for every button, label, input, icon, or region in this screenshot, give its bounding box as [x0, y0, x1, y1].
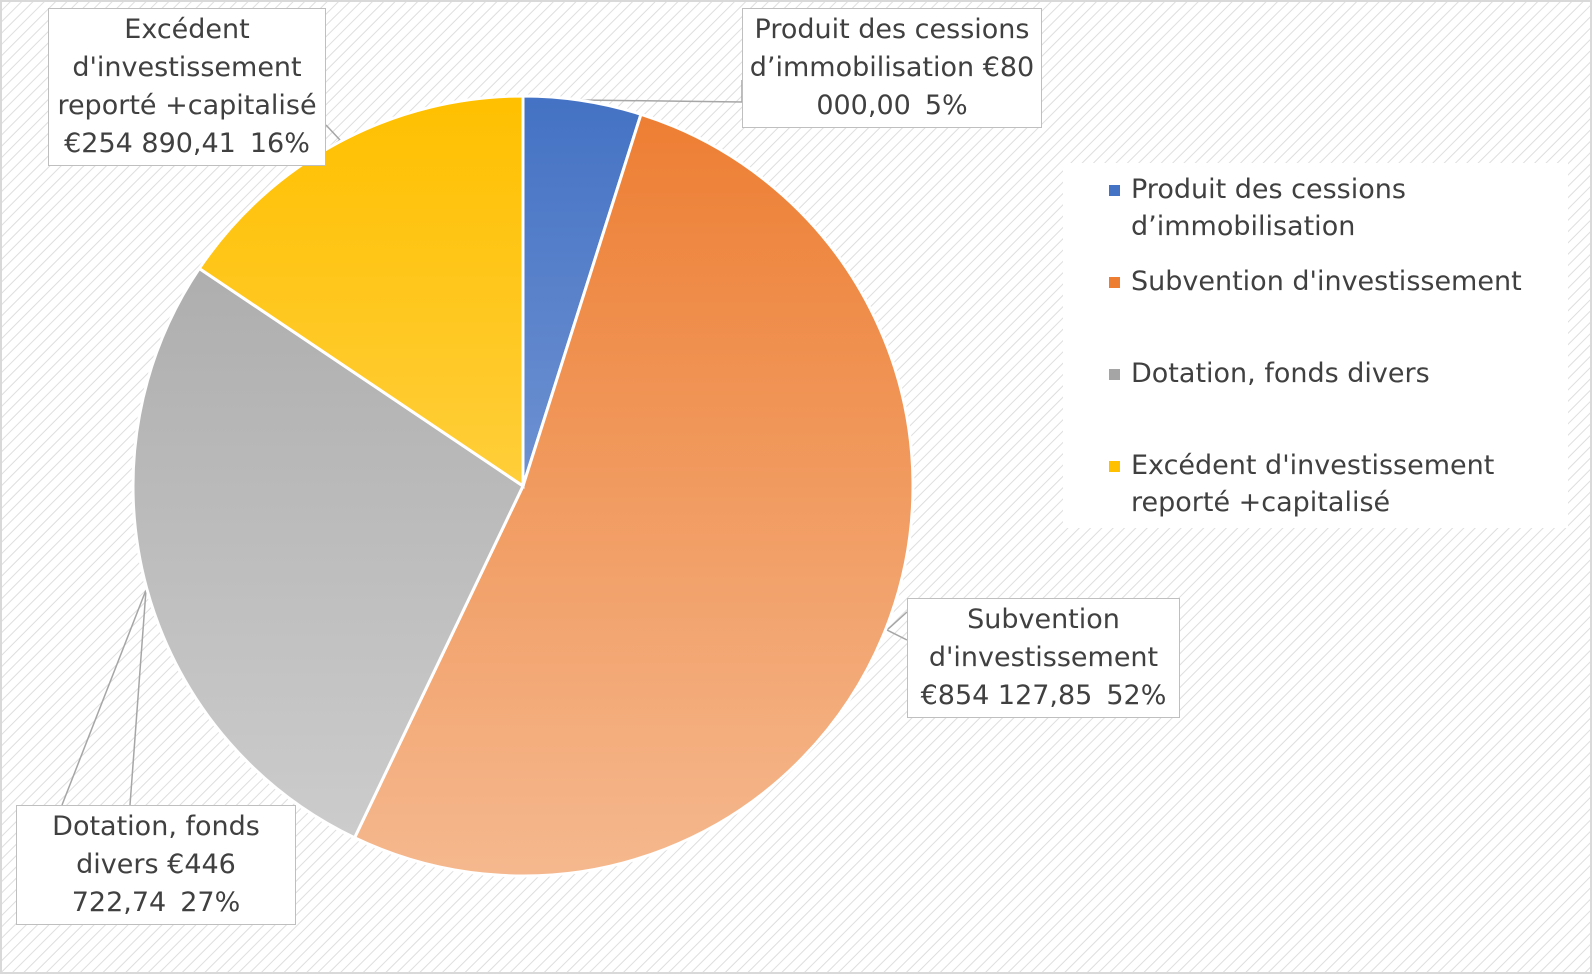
data-label-category: Excédent d'investissement reporté +capit… — [57, 14, 317, 121]
pie-slice — [197, 94, 525, 489]
legend-swatch — [1109, 185, 1120, 196]
legend-swatch — [1109, 461, 1120, 472]
legend-label: Produit des cessions d’immobilisation — [1131, 174, 1406, 242]
legend-swatch — [1109, 369, 1120, 380]
legend-label: Subvention d'investissement — [1131, 266, 1522, 297]
data-label-value: €854 127,85 — [920, 680, 1093, 711]
legend-swatch — [1109, 277, 1120, 288]
data-label: Subvention d'investissement €854 127,85 5… — [907, 598, 1180, 718]
legend-label: Dotation, fonds divers — [1131, 358, 1430, 389]
data-label-category: Dotation, fonds divers — [52, 811, 260, 880]
data-label: Produit des cessions d’immobilisation €8… — [742, 8, 1042, 128]
legend-entry: Dotation, fonds divers — [1109, 355, 1561, 392]
legend-entry: Excédent d'investissement reporté +capit… — [1109, 447, 1561, 521]
data-label: Excédent d'investissement reporté +capit… — [48, 8, 326, 166]
pie-slice — [131, 266, 525, 840]
legend-entry: Subvention d'investissement — [1109, 263, 1561, 300]
data-label-percent: 16% — [249, 128, 310, 159]
data-label-category: Produit des cessions d’immobilisation — [749, 14, 1030, 83]
legend-label: Excédent d'investissement reporté +capit… — [1131, 450, 1495, 518]
data-label-category: Subvention d'investissement — [928, 604, 1159, 673]
data-label-value: €254 890,41 — [64, 128, 236, 159]
legend: Produit des cessions d’immobilisation Sub… — [1063, 163, 1568, 528]
data-label-value: €446 722,74 — [71, 849, 236, 918]
legend-entry: Produit des cessions d’immobilisation — [1109, 171, 1561, 245]
data-label: Dotation, fonds divers €446 722,74 27% — [16, 805, 296, 925]
data-label-value: €80 000,00 — [816, 52, 1035, 121]
pie-slice — [352, 112, 915, 878]
data-label-percent: 27% — [180, 887, 241, 918]
data-label-percent: 52% — [1106, 680, 1167, 711]
data-label-percent: 5% — [924, 90, 968, 121]
